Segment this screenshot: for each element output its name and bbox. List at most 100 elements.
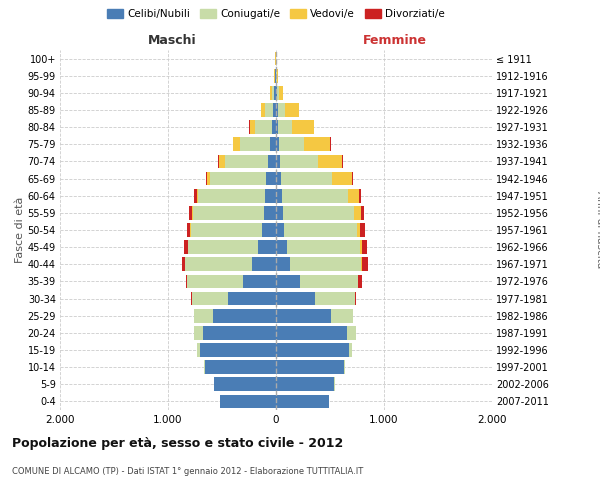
Bar bbox=[262, 103, 265, 117]
Bar bbox=[184, 240, 188, 254]
Bar bbox=[276, 309, 331, 322]
Bar bbox=[266, 172, 276, 185]
Bar bbox=[318, 154, 342, 168]
Bar bbox=[224, 154, 268, 168]
Bar bbox=[359, 189, 361, 202]
Bar bbox=[218, 154, 220, 168]
Text: Popolazione per età, sesso e stato civile - 2012: Popolazione per età, sesso e stato civil… bbox=[12, 438, 343, 450]
Bar bbox=[290, 258, 361, 271]
Bar bbox=[197, 189, 198, 202]
Bar bbox=[250, 120, 255, 134]
Bar bbox=[360, 240, 362, 254]
Text: Maschi: Maschi bbox=[148, 34, 197, 46]
Bar bbox=[280, 154, 318, 168]
Bar bbox=[279, 86, 283, 100]
Bar bbox=[220, 154, 225, 168]
Bar bbox=[265, 103, 274, 117]
Bar bbox=[264, 206, 276, 220]
Y-axis label: Fasce di età: Fasce di età bbox=[14, 197, 25, 263]
Bar bbox=[276, 138, 279, 151]
Bar bbox=[362, 258, 368, 271]
Bar bbox=[276, 258, 290, 271]
Bar bbox=[270, 86, 272, 100]
Bar bbox=[279, 138, 304, 151]
Bar bbox=[270, 138, 276, 151]
Bar bbox=[276, 86, 277, 100]
Bar bbox=[278, 103, 284, 117]
Bar bbox=[283, 189, 349, 202]
Bar bbox=[206, 172, 207, 185]
Bar bbox=[277, 69, 278, 82]
Bar bbox=[265, 189, 276, 202]
Text: COMUNE DI ALCAMO (TP) - Dati ISTAT 1° gennaio 2012 - Elaborazione TUTTITALIA.IT: COMUNE DI ALCAMO (TP) - Dati ISTAT 1° ge… bbox=[12, 468, 363, 476]
Bar bbox=[193, 206, 264, 220]
Bar bbox=[185, 258, 252, 271]
Bar bbox=[315, 292, 355, 306]
Bar bbox=[281, 172, 332, 185]
Bar bbox=[355, 292, 356, 306]
Bar bbox=[268, 154, 276, 168]
Bar bbox=[332, 172, 352, 185]
Bar bbox=[276, 154, 280, 168]
Bar bbox=[276, 394, 329, 408]
Bar bbox=[233, 138, 240, 151]
Bar bbox=[274, 86, 276, 100]
Bar bbox=[277, 86, 279, 100]
Legend: Celibi/Nubili, Coniugati/e, Vedovi/e, Divorziati/e: Celibi/Nubili, Coniugati/e, Vedovi/e, Di… bbox=[103, 5, 449, 23]
Bar bbox=[272, 120, 276, 134]
Bar bbox=[342, 154, 343, 168]
Bar bbox=[220, 394, 276, 408]
Bar bbox=[194, 309, 214, 322]
Bar bbox=[214, 378, 276, 391]
Bar bbox=[276, 378, 334, 391]
Bar bbox=[272, 86, 274, 100]
Bar bbox=[276, 326, 347, 340]
Bar bbox=[187, 274, 242, 288]
Bar bbox=[292, 120, 314, 134]
Bar bbox=[187, 223, 190, 237]
Bar bbox=[284, 223, 357, 237]
Bar bbox=[276, 343, 349, 357]
Bar bbox=[284, 103, 299, 117]
Bar bbox=[360, 223, 365, 237]
Y-axis label: Anni di nascita: Anni di nascita bbox=[595, 192, 600, 268]
Bar bbox=[252, 258, 276, 271]
Bar bbox=[362, 240, 367, 254]
Bar bbox=[189, 206, 192, 220]
Bar bbox=[262, 223, 276, 237]
Bar bbox=[192, 206, 193, 220]
Bar bbox=[276, 103, 278, 117]
Bar bbox=[188, 240, 258, 254]
Bar bbox=[276, 120, 278, 134]
Bar bbox=[198, 189, 265, 202]
Bar bbox=[242, 274, 276, 288]
Bar bbox=[349, 189, 359, 202]
Bar bbox=[229, 292, 276, 306]
Bar bbox=[274, 103, 276, 117]
Bar bbox=[331, 309, 353, 322]
Bar bbox=[304, 138, 330, 151]
Bar bbox=[276, 274, 300, 288]
Bar bbox=[255, 120, 272, 134]
Bar bbox=[186, 274, 187, 288]
Bar bbox=[194, 326, 203, 340]
Bar bbox=[276, 206, 283, 220]
Bar bbox=[276, 292, 315, 306]
Bar bbox=[352, 172, 353, 185]
Bar bbox=[205, 360, 276, 374]
Bar bbox=[287, 240, 360, 254]
Bar bbox=[276, 172, 281, 185]
Bar bbox=[276, 240, 287, 254]
Bar bbox=[361, 206, 364, 220]
Bar bbox=[197, 343, 200, 357]
Bar bbox=[278, 120, 292, 134]
Bar bbox=[300, 274, 358, 288]
Bar bbox=[358, 274, 362, 288]
Text: Femmine: Femmine bbox=[363, 34, 427, 46]
Bar bbox=[194, 189, 197, 202]
Bar bbox=[357, 223, 360, 237]
Bar bbox=[347, 326, 356, 340]
Bar bbox=[349, 343, 352, 357]
Bar bbox=[214, 309, 276, 322]
Bar bbox=[200, 343, 276, 357]
